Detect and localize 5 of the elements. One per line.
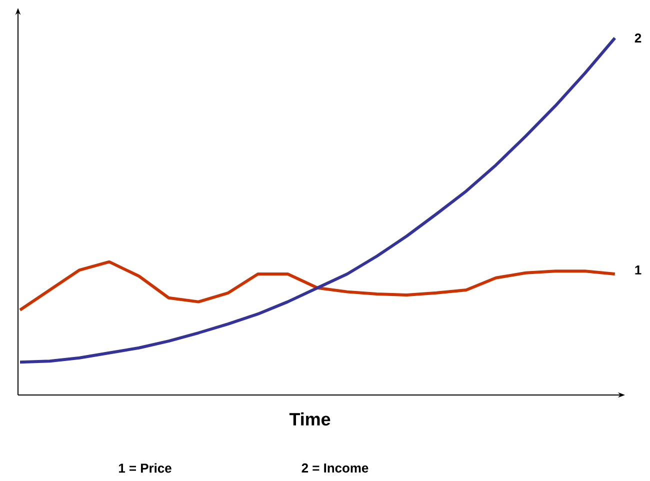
x-axis-title: Time bbox=[289, 412, 330, 426]
text: 2 = Income bbox=[302, 463, 368, 473]
text: 1 = Price bbox=[118, 463, 172, 473]
series-label: 2 bbox=[634, 33, 642, 43]
series-label: 1 bbox=[635, 266, 642, 274]
